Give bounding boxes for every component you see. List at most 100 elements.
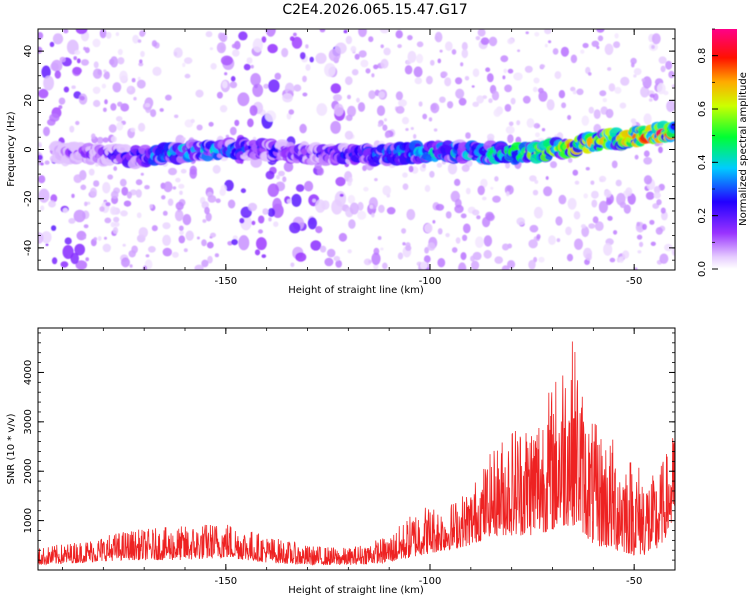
noise-blob <box>472 101 480 108</box>
noise-blob <box>227 199 236 209</box>
noise-blob <box>455 77 463 85</box>
noise-blob <box>501 265 510 270</box>
noise-blob <box>302 92 308 97</box>
noise-blob <box>184 73 191 79</box>
noise-blob <box>541 128 546 132</box>
noise-blob <box>261 36 267 43</box>
noise-blob <box>40 162 44 166</box>
noise-blob <box>439 96 446 103</box>
noise-blob <box>463 223 471 234</box>
noise-blob <box>480 37 490 45</box>
x-tick-label: -150 <box>214 276 237 287</box>
noise-blob <box>573 211 581 220</box>
noise-blob <box>636 221 641 227</box>
noise-blob <box>378 91 385 99</box>
noise-blob <box>328 48 341 62</box>
noise-blob <box>210 232 216 238</box>
noise-blob <box>532 86 538 93</box>
noise-blob <box>162 234 172 246</box>
noise-blob <box>454 178 461 186</box>
noise-blob <box>380 247 384 251</box>
noise-blob <box>623 204 631 214</box>
noise-blob <box>558 194 567 205</box>
noise-blob <box>567 115 572 120</box>
noise-blob <box>92 38 101 48</box>
noise-blob <box>214 253 219 258</box>
noise-blob <box>607 215 613 221</box>
noise-blob <box>408 165 414 173</box>
snr-y-axis-label: SNR (10 * v/v) <box>6 413 17 484</box>
noise-blob <box>581 115 590 126</box>
noise-blob <box>476 215 481 220</box>
noise-blob <box>58 97 66 105</box>
noise-blob <box>132 34 139 44</box>
noise-blob <box>179 190 183 195</box>
noise-blob <box>249 105 258 116</box>
noise-blob <box>402 172 408 178</box>
noise-blob <box>585 253 592 261</box>
noise-blob <box>291 36 303 49</box>
noise-blob <box>101 83 107 89</box>
noise-blob <box>472 209 480 216</box>
noise-blob <box>51 257 58 265</box>
noise-blob <box>641 78 646 82</box>
noise-blob <box>458 262 467 270</box>
noise-blob <box>455 237 461 244</box>
noise-blob <box>293 84 302 92</box>
noise-blob <box>119 70 128 83</box>
noise-blob <box>81 59 89 66</box>
noise-blob <box>295 184 305 192</box>
noise-blob <box>267 43 278 54</box>
noise-blob <box>350 45 357 53</box>
noise-blob <box>413 134 417 139</box>
noise-blob <box>580 224 587 229</box>
noise-blob <box>460 252 467 261</box>
noise-blob <box>627 193 636 205</box>
noise-blob <box>51 225 57 231</box>
noise-blob <box>181 137 186 141</box>
noise-blob <box>560 46 570 57</box>
noise-blob <box>380 44 384 49</box>
noise-blob <box>215 198 221 203</box>
noise-blob <box>38 175 46 184</box>
noise-blob <box>38 144 42 148</box>
noise-blob <box>538 256 545 263</box>
noise-blob <box>137 76 141 81</box>
noise-blob <box>608 83 616 92</box>
noise-blob <box>265 170 275 180</box>
noise-blob <box>254 249 261 256</box>
noise-blob <box>63 29 69 34</box>
noise-blob <box>175 177 181 183</box>
noise-blob <box>591 190 599 199</box>
noise-blob <box>368 36 374 43</box>
noise-blob <box>225 134 230 138</box>
noise-blob <box>161 195 166 200</box>
noise-blob <box>38 188 50 203</box>
snr-x-ticks: -150 -100 -50 <box>62 328 676 587</box>
noise-blob <box>212 164 221 174</box>
noise-blob <box>447 101 454 109</box>
noise-blob <box>62 207 68 214</box>
noise-blob <box>194 264 204 270</box>
noise-blob <box>250 73 261 86</box>
noise-blob <box>614 33 619 39</box>
noise-blob <box>490 186 494 190</box>
noise-blob <box>256 237 267 251</box>
noise-blob <box>567 197 577 210</box>
noise-blob <box>404 65 413 75</box>
noise-blob <box>41 231 52 244</box>
noise-blob <box>136 79 146 89</box>
noise-blob <box>405 128 409 131</box>
y-tick-label: 1000 <box>23 508 34 533</box>
noise-blob <box>103 73 107 78</box>
noise-blob <box>402 183 409 190</box>
noise-blob <box>110 190 119 199</box>
noise-blob <box>43 75 54 91</box>
noise-blob <box>460 62 464 67</box>
noise-blob <box>201 239 207 247</box>
noise-blob <box>247 202 258 212</box>
noise-blob <box>602 98 607 103</box>
noise-blob <box>401 228 407 234</box>
noise-blob <box>505 162 511 169</box>
noise-blob <box>382 185 392 196</box>
